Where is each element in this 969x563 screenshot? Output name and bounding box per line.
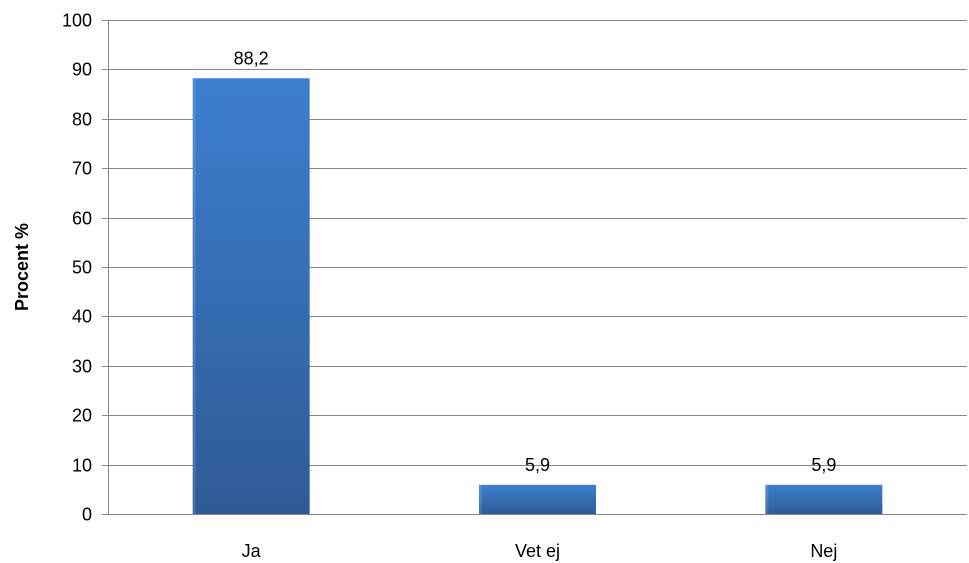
axes: [102, 20, 967, 515]
y-tick-label: 100: [62, 11, 92, 31]
y-axis-title: Procent %: [12, 223, 32, 311]
bar-edge: [765, 484, 769, 514]
bars: [192, 78, 883, 515]
y-tick-label: 0: [82, 505, 92, 525]
y-tick-label: 80: [72, 110, 92, 130]
y-tick-label: 60: [72, 209, 92, 229]
y-tick-label: 10: [72, 456, 92, 476]
bar: [192, 78, 310, 515]
y-tick-label: 20: [72, 406, 92, 426]
y-tick-label: 90: [72, 60, 92, 80]
bar: [765, 484, 883, 514]
data-label: 88,2: [234, 48, 269, 68]
data-label: 5,9: [525, 455, 550, 475]
y-tick-label: 70: [72, 159, 92, 179]
y-tick-label: 30: [72, 357, 92, 377]
bar-edge: [192, 78, 196, 515]
labels: 0 10 20 30 40 50 60 70 80 90 100 88,2 Ja 5,9 Vet ej 5,9…: [62, 11, 837, 562]
data-label: 5,9: [811, 455, 836, 475]
y-tick-label: 50: [72, 258, 92, 278]
x-tick-label: Ja: [242, 541, 262, 561]
y-tick-label: 40: [72, 307, 92, 327]
bar: [479, 484, 596, 514]
x-tick-label: Nej: [810, 541, 837, 561]
x-tick-label: Vet ej: [515, 541, 560, 561]
bar-edge: [479, 484, 482, 514]
